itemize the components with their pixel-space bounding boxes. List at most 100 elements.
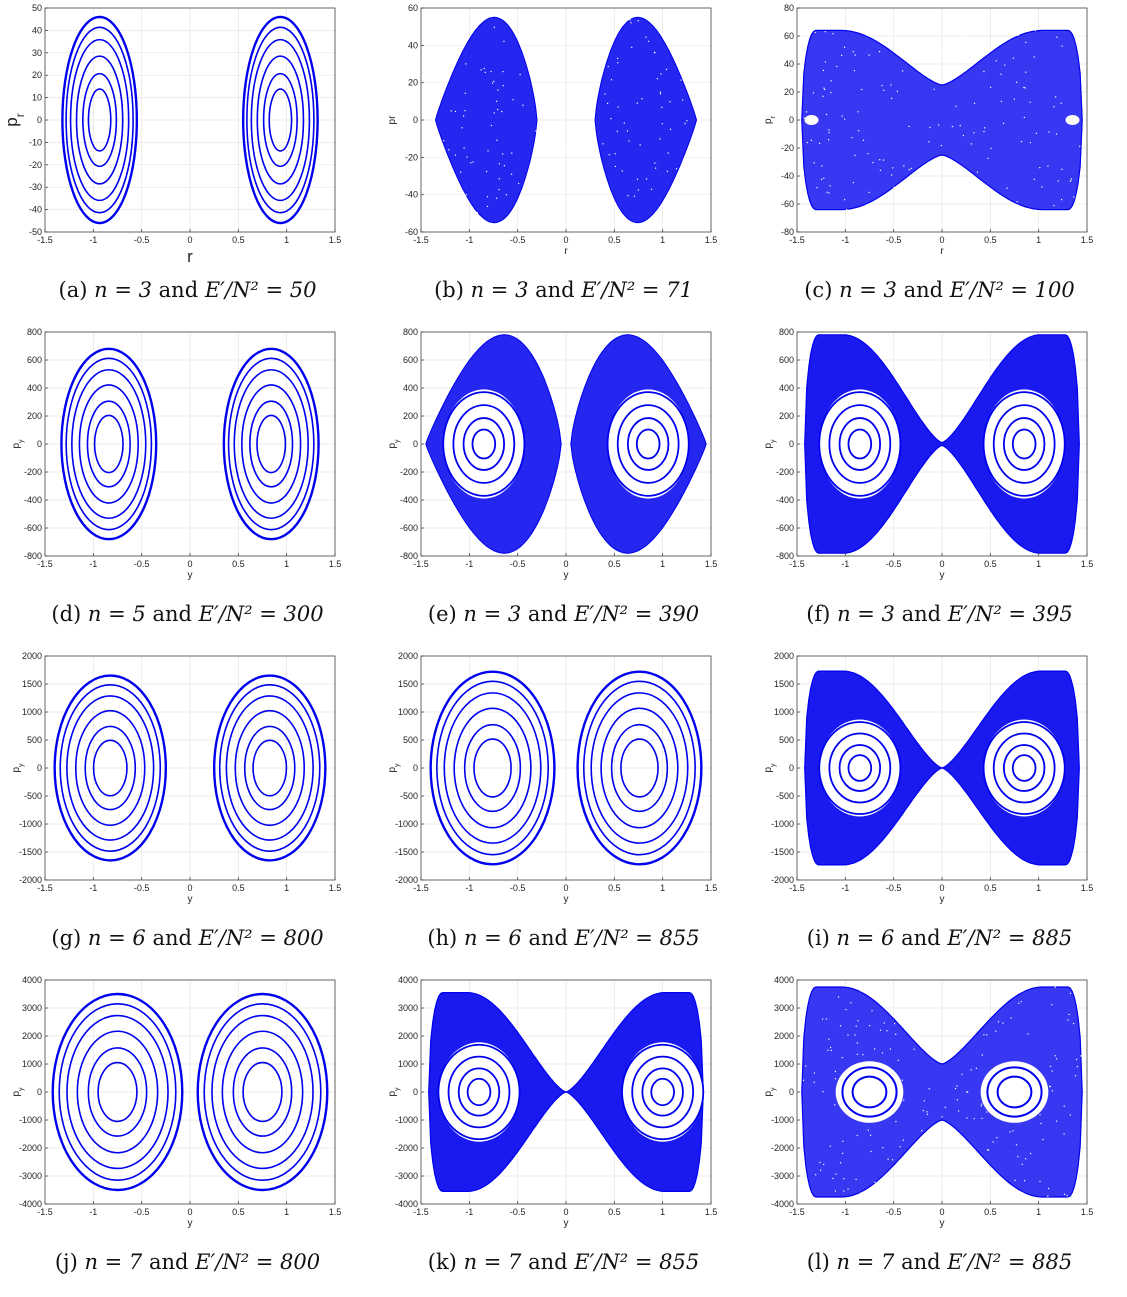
- plot-j: -1.5 -1 -0.5 0 0.5 1 1.5 -4000 -3000 -2000 -1000 0 1…: [11, 975, 341, 1229]
- x-tick-label: 0: [563, 235, 568, 245]
- speckle-point: [840, 230, 842, 232]
- invariant-curve: [61, 15, 139, 225]
- torus-orbit: [447, 1055, 511, 1129]
- speckle-point: [448, 149, 450, 151]
- speckle-point: [1001, 10, 1003, 12]
- y-tick-label: 1000: [22, 707, 42, 717]
- invariant-curve: [268, 88, 293, 152]
- panel-k: -1.5 -1 -0.5 0 0.5 1 1.5 -4000 -3000 -2000 -1000 0 1…: [376, 972, 751, 1296]
- x-tick-label: 1: [1036, 883, 1041, 893]
- invariant-curve: [65, 357, 153, 531]
- speckle-point: [683, 199, 685, 201]
- y-axis-label: py: [763, 1087, 777, 1097]
- speckle-point: [921, 985, 924, 988]
- y-tick-label: 2000: [22, 651, 42, 661]
- speckle-point: [984, 1197, 986, 1199]
- speckle-point: [926, 1111, 928, 1113]
- x-tick-label: -0.5: [886, 235, 902, 245]
- y-tick-label: -400: [776, 495, 794, 505]
- x-tick-label: -1.5: [413, 235, 429, 245]
- speckle-point: [983, 1034, 985, 1036]
- y-tick-label: 800: [27, 327, 42, 337]
- torus-orbit: [847, 754, 873, 782]
- speckle-point: [564, 229, 566, 231]
- speckle-point: [942, 1178, 944, 1180]
- caption-energy: E′/N² = 885: [947, 1250, 1073, 1274]
- y-tick-label: 3000: [774, 1003, 794, 1013]
- speckle-point: [942, 35, 944, 38]
- invariant-curve: [58, 1003, 177, 1181]
- invariant-curve: [620, 738, 659, 798]
- speckle-point: [1016, 201, 1018, 203]
- caption-n: n = 3: [839, 278, 897, 302]
- y-tick-label: -400: [24, 495, 42, 505]
- speckle-point: [890, 84, 892, 86]
- speckle-point: [882, 159, 885, 161]
- speckle-point: [874, 212, 877, 214]
- speckle-point: [825, 113, 828, 116]
- speckle-point: [815, 1174, 817, 1176]
- speckle-point: [518, 182, 520, 185]
- speckle-point: [1006, 994, 1008, 996]
- speckle-point: [891, 1186, 894, 1189]
- x-axis-label: y: [940, 1218, 945, 1229]
- caption-tag: (h): [427, 926, 458, 950]
- speckle-point: [1011, 213, 1013, 216]
- speckle-point: [1048, 131, 1050, 133]
- regular-island: [819, 389, 901, 499]
- torus-orbit: [635, 428, 661, 460]
- speckle-point: [984, 1173, 986, 1175]
- y-tick-label: 0: [789, 1087, 794, 1097]
- y-tick-label: -1000: [395, 819, 418, 829]
- speckle-point: [981, 1103, 983, 1105]
- speckle-point: [458, 39, 460, 41]
- y-tick-label: -40: [781, 171, 794, 181]
- speckle-point: [1080, 1055, 1082, 1057]
- speckle-point: [943, 1141, 946, 1143]
- speckle-point: [895, 1033, 897, 1035]
- speckle-point: [1025, 41, 1027, 43]
- y-tick-label: 0: [37, 115, 42, 125]
- speckle-point: [829, 17, 831, 19]
- speckle-point: [549, 194, 551, 196]
- speckle-point: [958, 1110, 960, 1112]
- speckle-point: [650, 188, 653, 190]
- y-tick-label: 30: [32, 48, 42, 58]
- x-tick-label: 1: [284, 883, 289, 893]
- speckle-point: [474, 22, 476, 24]
- speckle-point: [956, 1050, 958, 1052]
- caption-tag: (i): [806, 926, 830, 950]
- speckle-point: [891, 97, 893, 99]
- speckle-point: [1049, 1086, 1051, 1088]
- y-tick-label: 1000: [774, 1059, 794, 1069]
- speckle-point: [556, 220, 558, 222]
- speckle-point: [813, 162, 815, 164]
- speckle-point: [940, 144, 942, 147]
- speckle-point: [1034, 29, 1036, 32]
- speckle-point: [687, 219, 689, 221]
- speckle-point: [910, 167, 912, 170]
- invariant-curve: [600, 707, 679, 829]
- y-tick-label: 400: [27, 383, 42, 393]
- regular-island: [835, 1061, 904, 1123]
- speckle-point: [1020, 1000, 1022, 1003]
- speckle-point: [496, 197, 498, 199]
- speckle-point: [908, 125, 910, 128]
- speckle-point: [824, 61, 827, 63]
- speckle-point: [835, 20, 837, 22]
- y-tick-label: -3000: [771, 1171, 794, 1181]
- speckle-point: [669, 101, 671, 103]
- invariant-curve: [60, 347, 158, 541]
- speckle-point: [800, 171, 803, 173]
- speckle-point: [991, 987, 994, 989]
- x-axis-label: r: [187, 247, 193, 266]
- speckle-point: [449, 185, 451, 187]
- speckle-point: [425, 98, 428, 100]
- caption-f: (f) n = 3 and E′/N² = 395: [806, 602, 1073, 626]
- x-tick-label: -1.5: [789, 559, 805, 569]
- invariant-curve: [473, 738, 512, 798]
- speckle-point: [912, 984, 914, 986]
- speckle-point: [858, 130, 860, 132]
- invariant-curve: [51, 992, 184, 1192]
- speckle-point: [626, 130, 629, 132]
